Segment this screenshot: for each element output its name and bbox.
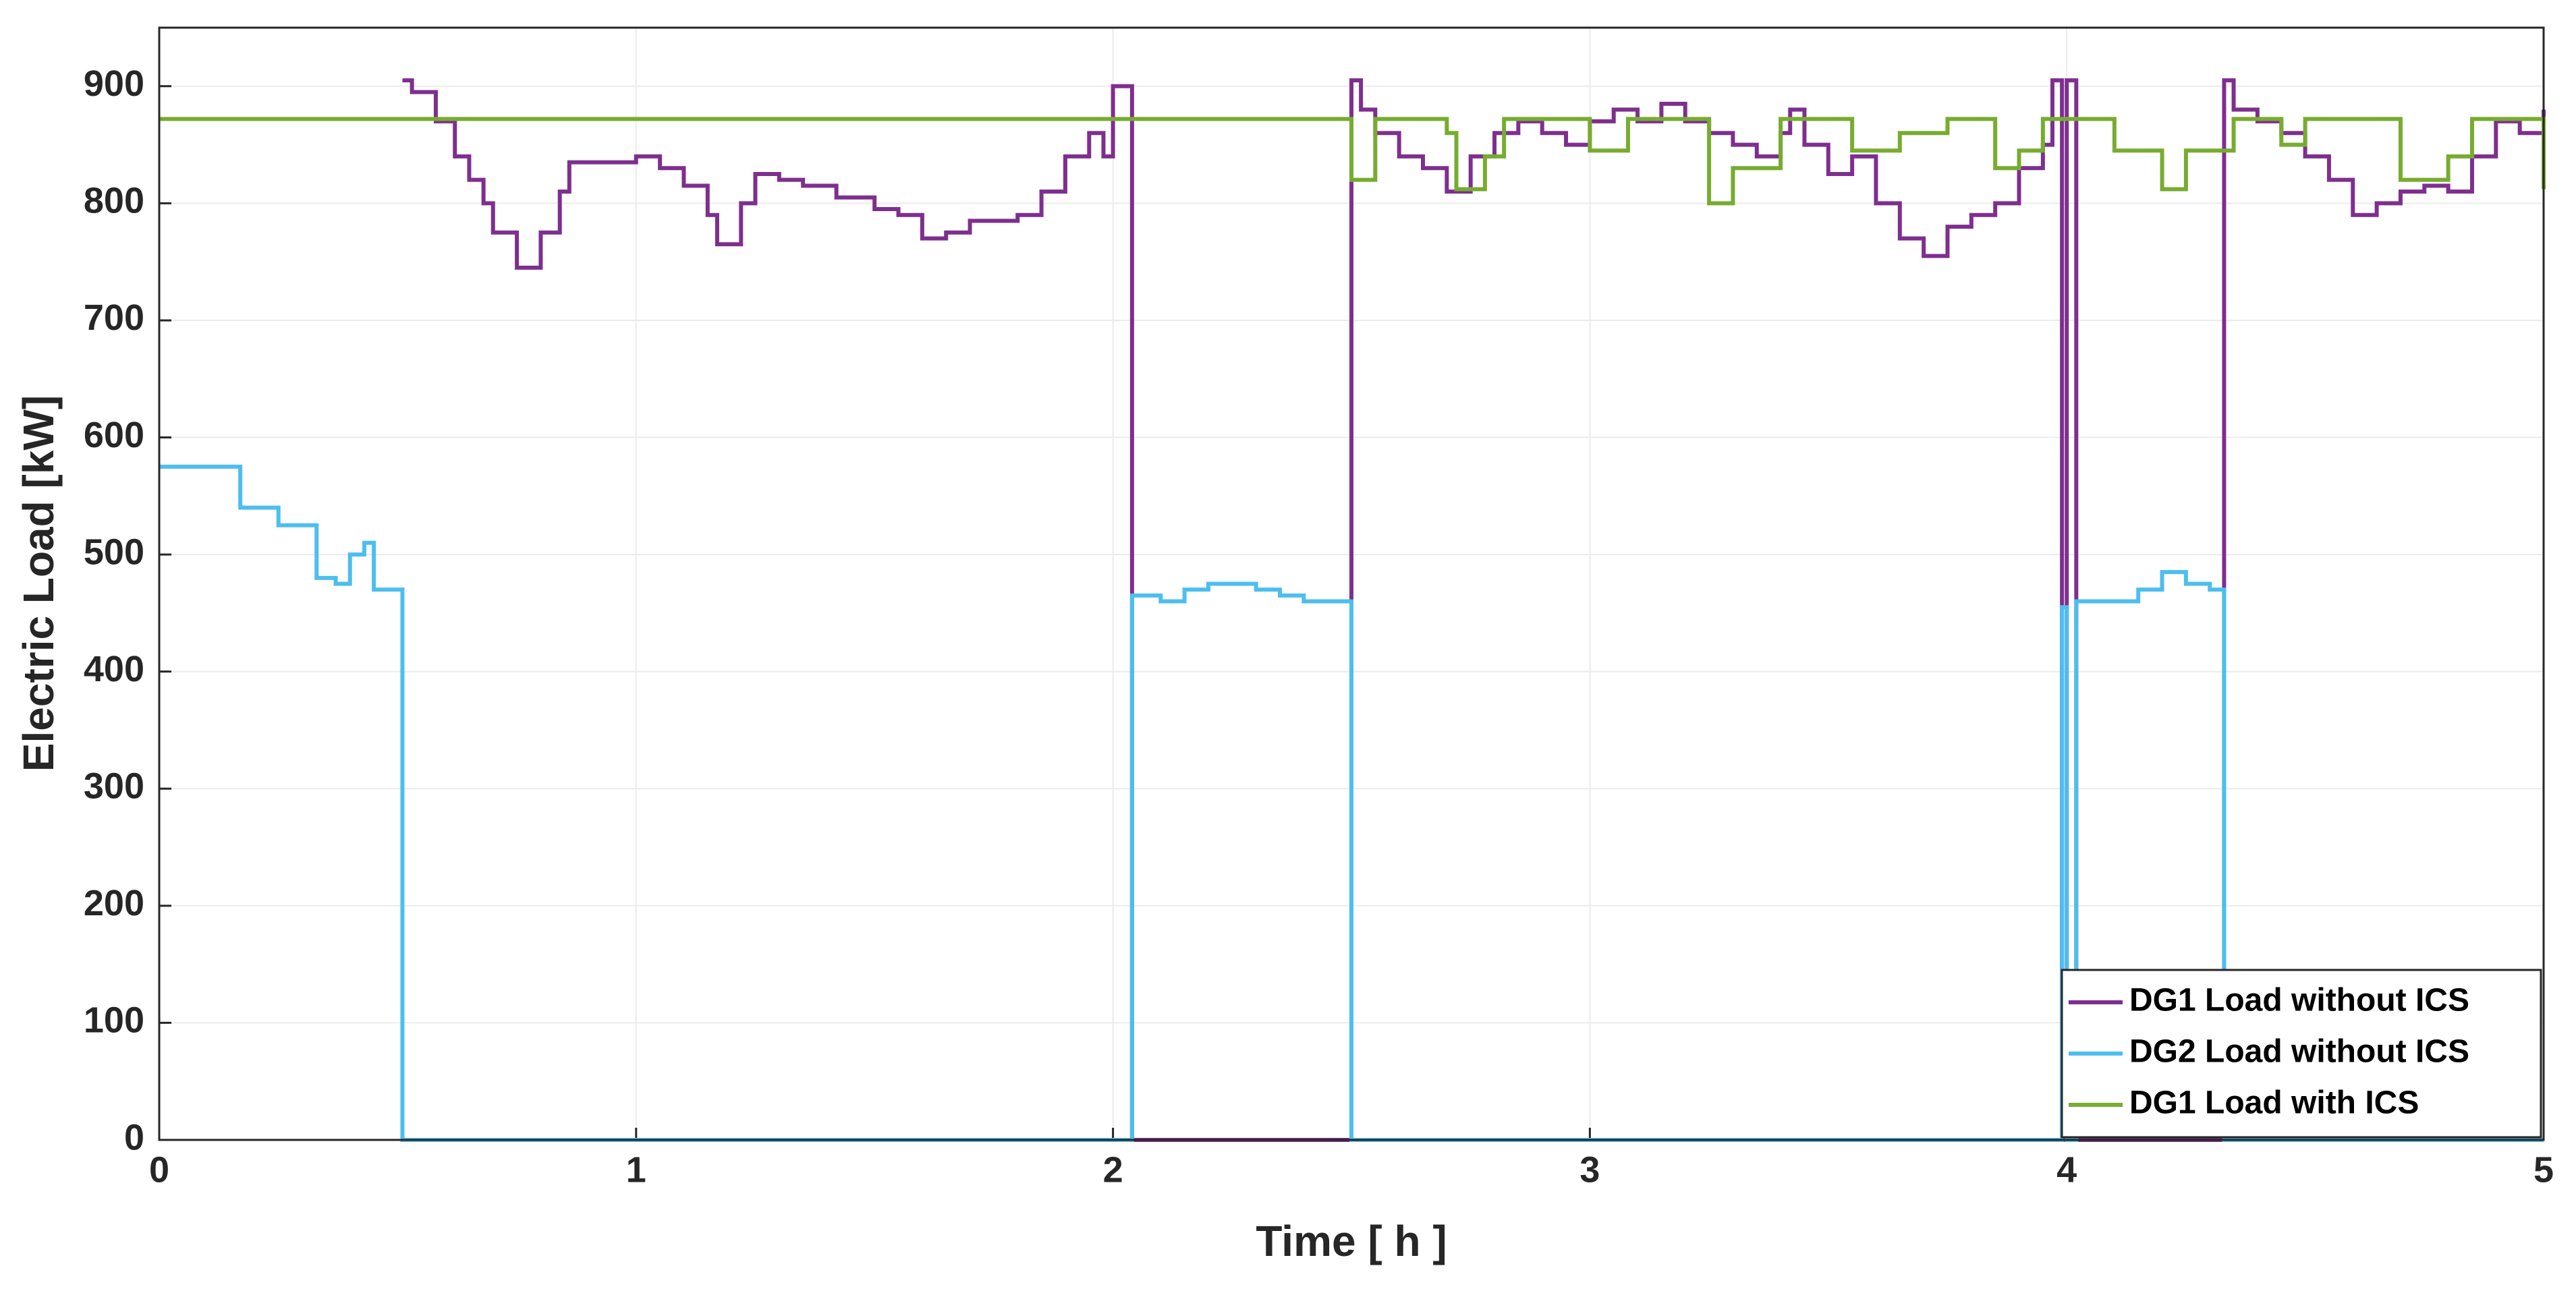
y-tick-label: 500 xyxy=(84,532,144,572)
y-tick-label: 900 xyxy=(84,63,144,104)
legend-label: DG1 Load with ICS xyxy=(2129,1085,2419,1121)
x-tick-label: 0 xyxy=(149,1149,169,1190)
y-axis-label: Electric Load [kW] xyxy=(14,395,63,772)
legend-label: DG2 Load without ICS xyxy=(2129,1034,2469,1070)
y-tick-label: 400 xyxy=(84,649,144,689)
y-tick-label: 100 xyxy=(84,1000,144,1041)
x-tick-label: 2 xyxy=(1103,1149,1123,1190)
y-tick-label: 200 xyxy=(84,883,144,923)
x-axis-label: Time [ h ] xyxy=(1256,1217,1447,1265)
y-tick-label: 600 xyxy=(84,415,144,455)
series-line xyxy=(159,117,2546,206)
x-tick-label: 4 xyxy=(2056,1149,2077,1190)
legend: DG1 Load without ICS DG2 Load without ICS… xyxy=(2061,969,2542,1139)
y-tick-label: 300 xyxy=(84,766,144,807)
series-line xyxy=(159,464,2544,1142)
plot-frame xyxy=(158,26,2545,1141)
legend-box xyxy=(2061,969,2542,1139)
y-tick-label: 800 xyxy=(84,181,144,221)
series-line xyxy=(402,78,2546,1142)
x-tick-label: 1 xyxy=(626,1149,646,1190)
y-tick-label: 700 xyxy=(84,297,144,338)
legend-label: DG1 Load without ICS xyxy=(2129,983,2469,1019)
x-tick-label: 5 xyxy=(2533,1149,2554,1190)
y-tick-label: 0 xyxy=(124,1117,144,1157)
x-tick-label: 3 xyxy=(1579,1149,1600,1190)
